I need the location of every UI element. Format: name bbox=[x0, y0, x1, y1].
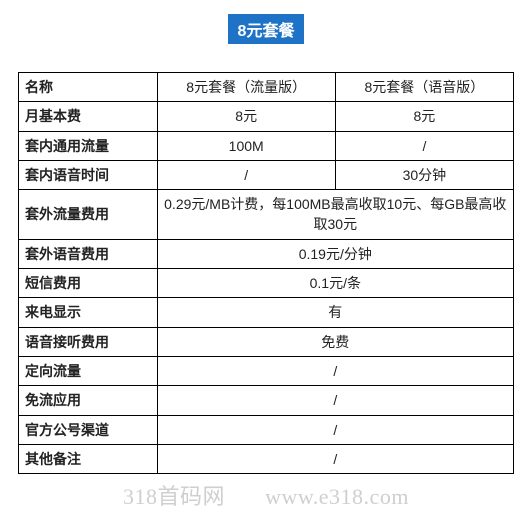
row-value-span: / bbox=[157, 415, 513, 444]
row-value-span: / bbox=[157, 444, 513, 473]
plan-table: 名称8元套餐（流量版）8元套餐（语音版）月基本费8元8元套内通用流量100M/套… bbox=[18, 72, 514, 474]
header-label: 名称 bbox=[19, 73, 158, 102]
row-label: 定向流量 bbox=[19, 356, 158, 385]
table-row: 官方公号渠道/ bbox=[19, 415, 514, 444]
table-row: 短信费用0.1元/条 bbox=[19, 269, 514, 298]
row-value-span: 0.19元/分钟 bbox=[157, 239, 513, 268]
page-title: 8元套餐 bbox=[228, 14, 305, 44]
row-value-2: / bbox=[335, 131, 513, 160]
watermark-left: 318首码网 bbox=[123, 484, 225, 509]
row-label: 免流应用 bbox=[19, 386, 158, 415]
table-row: 语音接听费用免费 bbox=[19, 327, 514, 356]
table-row: 月基本费8元8元 bbox=[19, 102, 514, 131]
row-label: 短信费用 bbox=[19, 269, 158, 298]
row-label: 套外语音费用 bbox=[19, 239, 158, 268]
row-value-1: 8元 bbox=[157, 102, 335, 131]
row-value-span: 免费 bbox=[157, 327, 513, 356]
table-row: 套内通用流量100M/ bbox=[19, 131, 514, 160]
header-col-1: 8元套餐（流量版） bbox=[157, 73, 335, 102]
row-label: 月基本费 bbox=[19, 102, 158, 131]
row-label: 套内语音时间 bbox=[19, 160, 158, 189]
table-row: 套外流量费用0.29元/MB计费，每100MB最高收取10元、每GB最高收取30… bbox=[19, 190, 514, 240]
row-value-2: 30分钟 bbox=[335, 160, 513, 189]
table-row: 定向流量/ bbox=[19, 356, 514, 385]
row-value-span: 0.29元/MB计费，每100MB最高收取10元、每GB最高收取30元 bbox=[157, 190, 513, 240]
row-value-span: / bbox=[157, 386, 513, 415]
watermark: 318首码网 www.e318.com bbox=[0, 479, 532, 511]
table-row: 套内语音时间/30分钟 bbox=[19, 160, 514, 189]
row-label: 其他备注 bbox=[19, 444, 158, 473]
row-label: 语音接听费用 bbox=[19, 327, 158, 356]
row-value-1: 100M bbox=[157, 131, 335, 160]
row-label: 来电显示 bbox=[19, 298, 158, 327]
row-label: 套外流量费用 bbox=[19, 190, 158, 240]
row-label: 官方公号渠道 bbox=[19, 415, 158, 444]
table-header-row: 名称8元套餐（流量版）8元套餐（语音版） bbox=[19, 73, 514, 102]
table-row: 来电显示有 bbox=[19, 298, 514, 327]
table-row: 免流应用/ bbox=[19, 386, 514, 415]
header-col-2: 8元套餐（语音版） bbox=[335, 73, 513, 102]
watermark-right: www.e318.com bbox=[265, 484, 409, 509]
row-value-span: 有 bbox=[157, 298, 513, 327]
row-value-span: / bbox=[157, 356, 513, 385]
row-value-span: 0.1元/条 bbox=[157, 269, 513, 298]
row-label: 套内通用流量 bbox=[19, 131, 158, 160]
table-row: 其他备注/ bbox=[19, 444, 514, 473]
table-row: 套外语音费用0.19元/分钟 bbox=[19, 239, 514, 268]
row-value-1: / bbox=[157, 160, 335, 189]
row-value-2: 8元 bbox=[335, 102, 513, 131]
